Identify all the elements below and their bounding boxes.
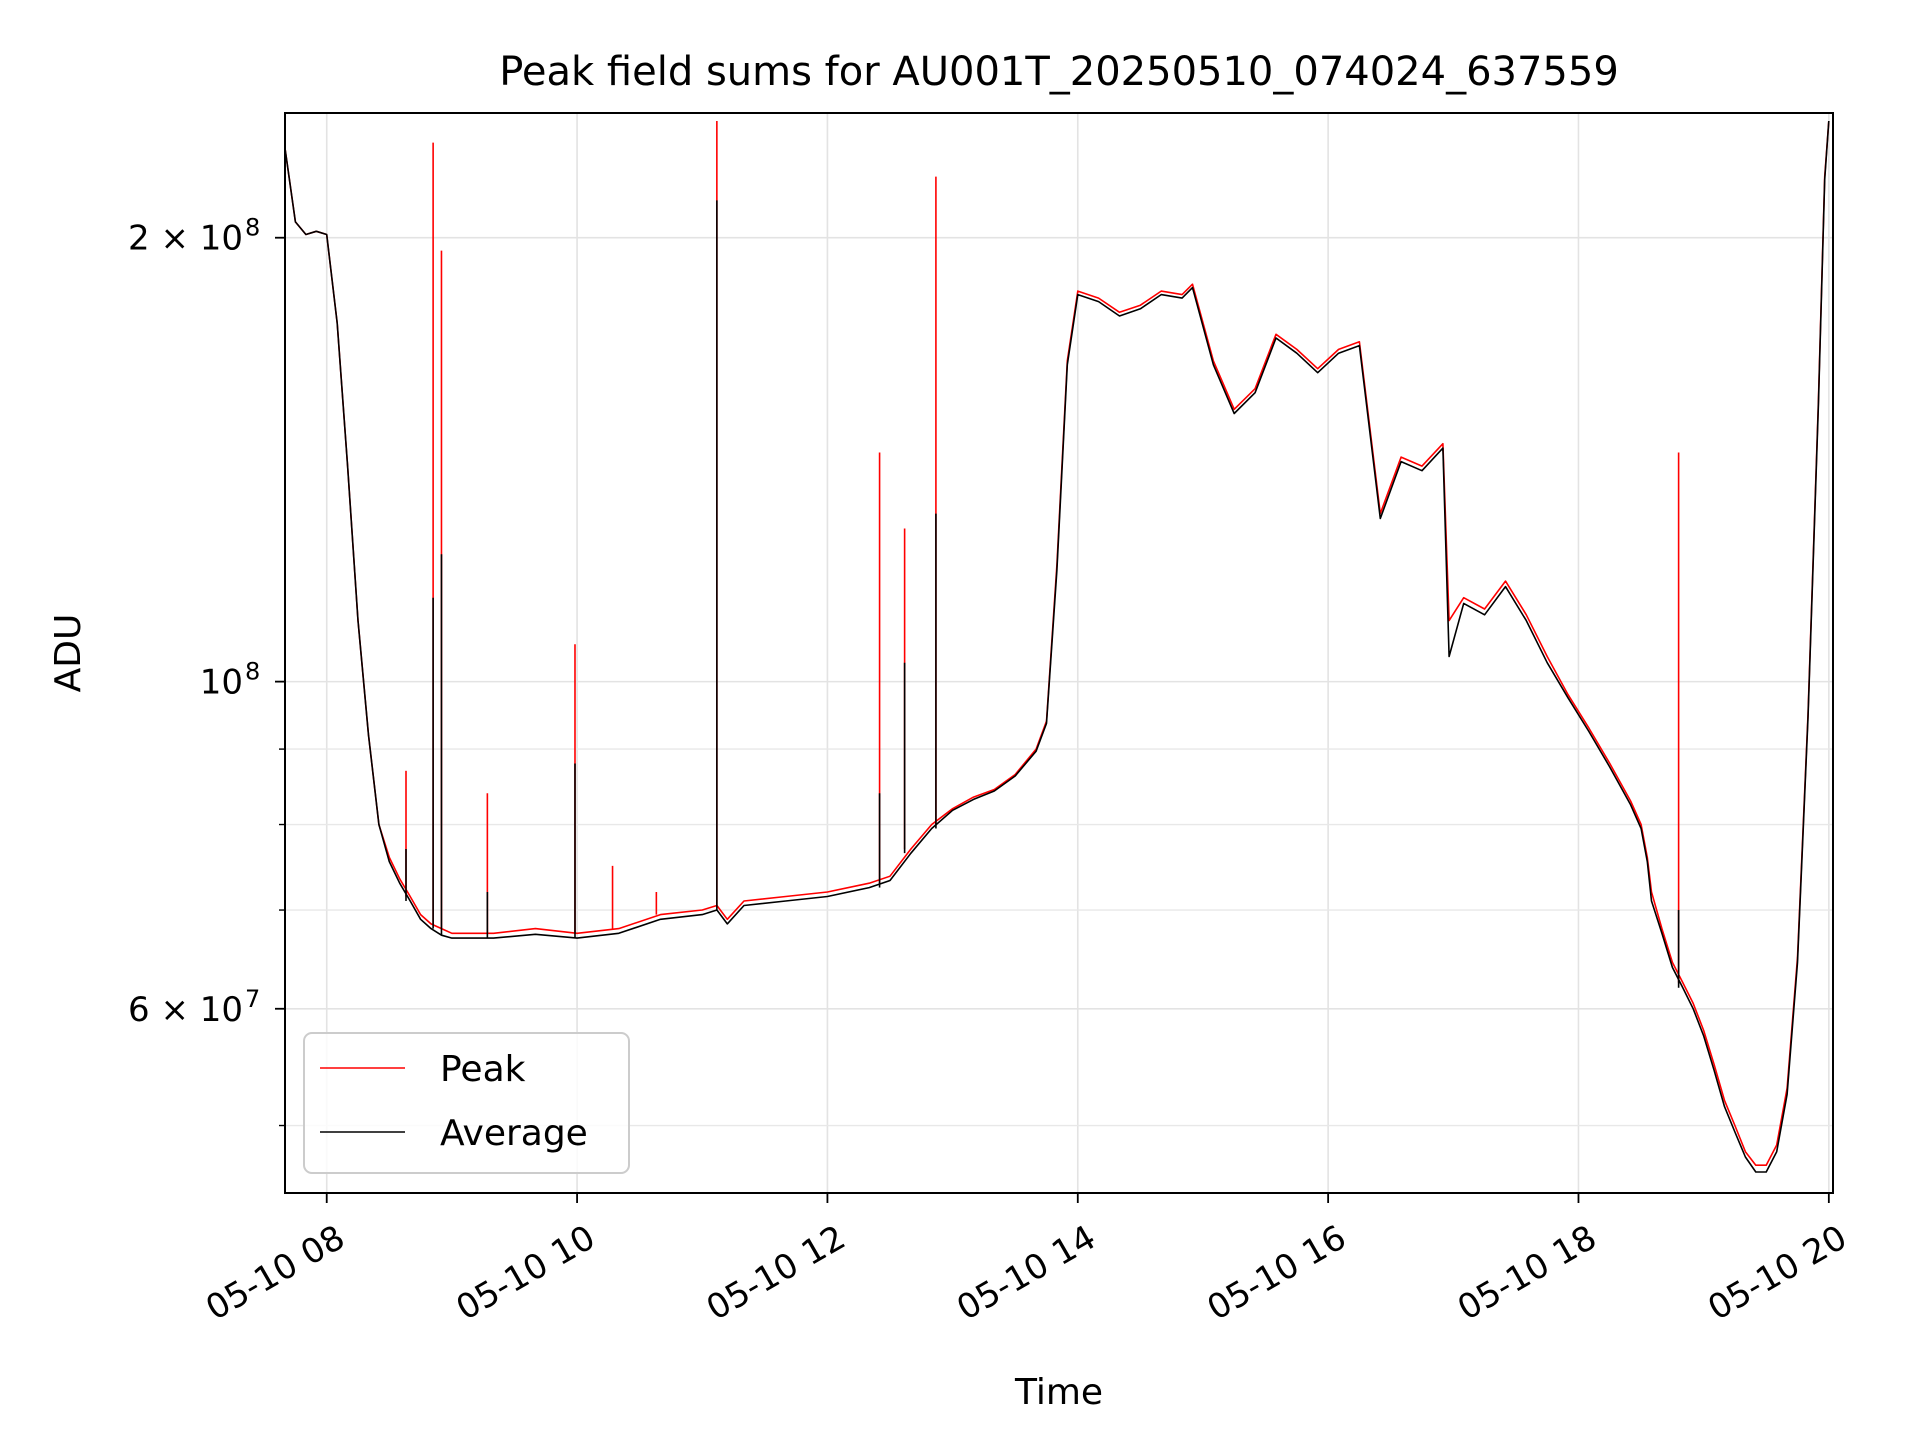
- y-tick-label: 2 × 10: [128, 219, 243, 259]
- chart-title: Peak field sums for AU001T_20250510_0740…: [499, 49, 1619, 95]
- x-axis-label: Time: [1014, 1372, 1103, 1413]
- y-tick-label-exponent: 8: [245, 658, 260, 686]
- y-axis-label: ADU: [48, 614, 89, 693]
- legend-label-average: Average: [440, 1113, 588, 1154]
- legend-label-peak: Peak: [440, 1049, 526, 1090]
- series-line-peak: [284, 120, 1830, 1166]
- y-tick-label: 6 × 10: [128, 990, 243, 1030]
- legend: Peak Average: [303, 1032, 630, 1174]
- y-tick-label: 10: [200, 663, 243, 703]
- y-axis-ticks: 2 × 10 810 86 × 10 7: [128, 214, 285, 1127]
- plot-area-frame: [284, 112, 1834, 1194]
- plot-series: [284, 120, 1830, 1173]
- y-tick-label-exponent: 8: [245, 214, 260, 242]
- series-line-average: [284, 120, 1830, 1173]
- y-tick-label-exponent: 7: [245, 985, 260, 1013]
